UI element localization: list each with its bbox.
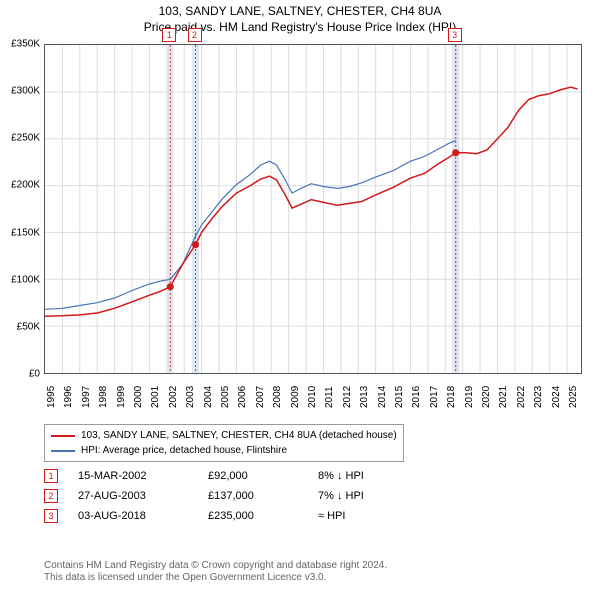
x-tick-label: 2001 [150,386,161,408]
sale-date: 27-AUG-2003 [78,490,208,502]
x-tick-label: 2012 [342,386,353,408]
footnote: Contains HM Land Registry data © Crown c… [44,560,387,584]
x-tick-label: 2004 [203,386,214,408]
footnote-line-2: This data is licensed under the Open Gov… [44,572,387,584]
sale-price: £137,000 [208,490,318,502]
legend-label-blue: HPI: Average price, detached house, Flin… [81,443,287,458]
x-tick-label: 2019 [464,386,475,408]
x-tick-label: 1996 [63,386,74,408]
chart-svg [45,45,581,373]
y-tick-label: £150K [11,227,40,238]
sale-hpi: 8% ↓ HPI [318,470,438,482]
y-axis-labels: £0£50K£100K£150K£200K£250K£300K£350K [0,44,44,374]
sale-date: 15-MAR-2002 [78,470,208,482]
x-tick-label: 2015 [394,386,405,408]
x-tick-label: 2018 [446,386,457,408]
x-tick-label: 2009 [290,386,301,408]
y-tick-label: £200K [11,180,40,191]
x-tick-label: 2022 [516,386,527,408]
sales-table: 1 15-MAR-2002£92,0008% ↓ HPI 2 27-AUG-2003£… [44,466,564,526]
x-tick-label: 2002 [168,386,179,408]
x-tick-label: 2024 [551,386,562,408]
x-tick-label: 1999 [116,386,127,408]
sale-date: 03-AUG-2018 [78,510,208,522]
y-tick-label: £300K [11,86,40,97]
sale-marker-ref: 3 [44,509,58,523]
event-marker: 2 [188,28,202,42]
legend: 103, SANDY LANE, SALTNEY, CHESTER, CH4 8… [44,424,404,462]
footnote-line-1: Contains HM Land Registry data © Crown c… [44,560,387,572]
x-tick-label: 2007 [255,386,266,408]
chart-container: { "title_line1": "103, SANDY LANE, SALTN… [0,0,600,590]
event-marker: 3 [448,28,462,42]
sale-marker-ref: 2 [44,489,58,503]
y-tick-label: £250K [11,133,40,144]
sale-price: £235,000 [208,510,318,522]
sale-marker-ref: 1 [44,469,58,483]
title-line-2: Price paid vs. HM Land Registry's House … [0,20,600,34]
x-tick-label: 2006 [237,386,248,408]
sale-hpi: ≈ HPI [318,510,438,522]
x-tick-label: 2008 [272,386,283,408]
plot-area [44,44,582,374]
x-tick-label: 2003 [185,386,196,408]
x-tick-label: 2017 [429,386,440,408]
x-axis-labels: 1995 1996 1997 1998 1999 2000 2001 2002 2003 2004… [44,378,582,422]
y-tick-label: £50K [17,321,40,332]
legend-row-red: 103, SANDY LANE, SALTNEY, CHESTER, CH4 8… [51,428,397,443]
legend-row-blue: HPI: Average price, detached house, Flin… [51,443,397,458]
x-tick-label: 2021 [498,386,509,408]
sale-hpi: 7% ↓ HPI [318,490,438,502]
x-tick-label: 2014 [377,386,388,408]
x-tick-label: 2000 [133,386,144,408]
sale-row: 1 15-MAR-2002£92,0008% ↓ HPI [44,466,564,486]
legend-swatch-red [51,435,75,437]
title-line-1: 103, SANDY LANE, SALTNEY, CHESTER, CH4 8… [0,4,600,18]
chart-titles: 103, SANDY LANE, SALTNEY, CHESTER, CH4 8… [0,0,600,34]
x-tick-label: 2005 [220,386,231,408]
legend-label-red: 103, SANDY LANE, SALTNEY, CHESTER, CH4 8… [81,428,397,443]
x-tick-label: 2023 [533,386,544,408]
event-marker: 1 [162,28,176,42]
x-tick-label: 2025 [568,386,579,408]
x-tick-label: 2020 [481,386,492,408]
sale-row: 3 03-AUG-2018£235,000≈ HPI [44,506,564,526]
x-tick-label: 1998 [98,386,109,408]
y-tick-label: £350K [11,39,40,50]
x-tick-label: 2013 [359,386,370,408]
y-tick-label: £100K [11,274,40,285]
sale-price: £92,000 [208,470,318,482]
x-tick-label: 2016 [411,386,422,408]
legend-swatch-blue [51,450,75,452]
y-tick-label: £0 [29,369,40,380]
x-tick-label: 2010 [307,386,318,408]
x-tick-label: 2011 [324,386,335,408]
sale-row: 2 27-AUG-2003£137,0007% ↓ HPI [44,486,564,506]
x-tick-label: 1997 [81,386,92,408]
x-tick-label: 1995 [46,386,57,408]
